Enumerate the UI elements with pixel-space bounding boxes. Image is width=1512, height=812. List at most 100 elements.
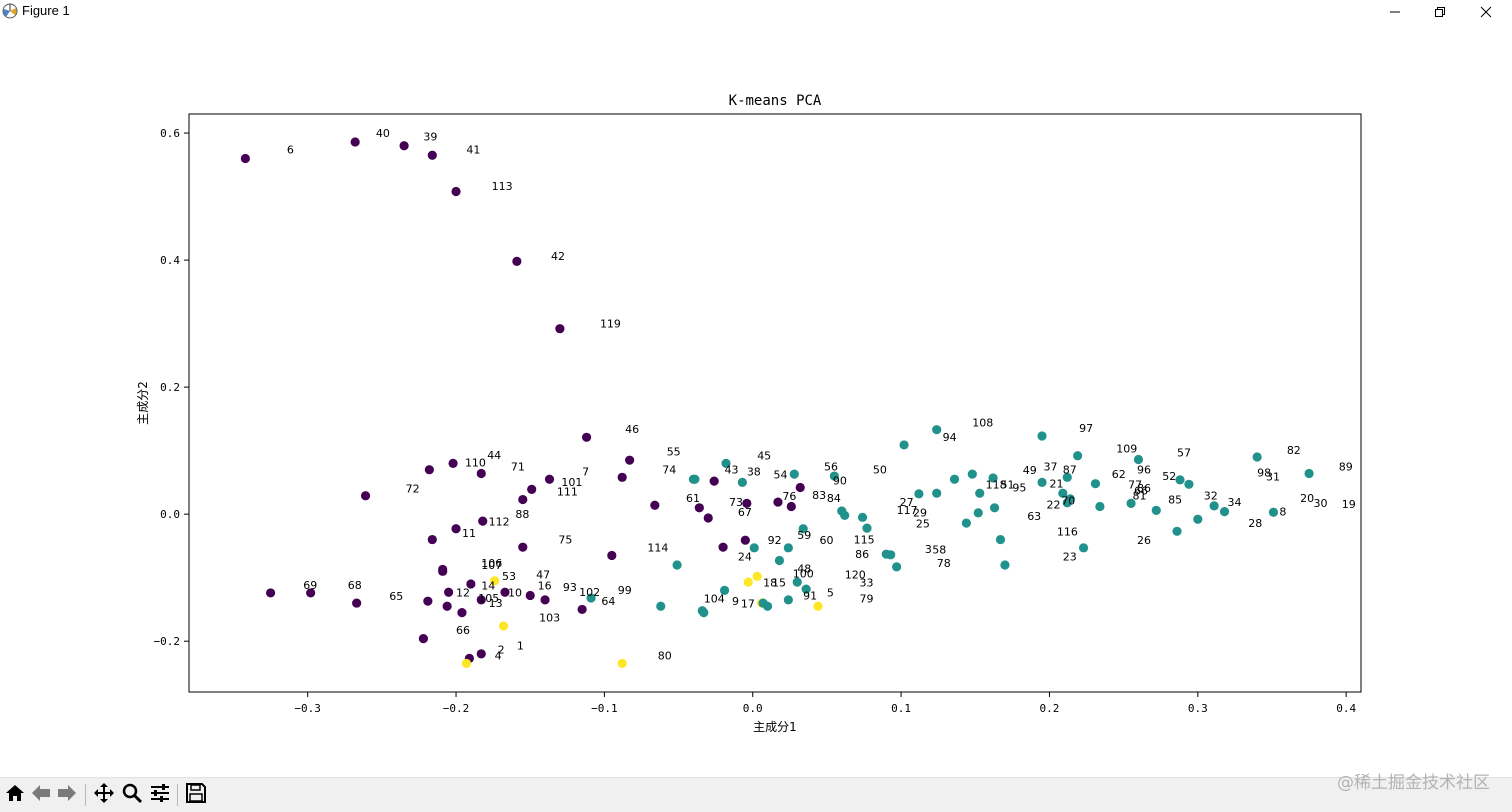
point-label: 27 [900,496,914,509]
data-point [1073,451,1083,461]
save-button[interactable] [184,783,208,807]
point-label: 53 [502,570,516,583]
point-label: 23 [1063,551,1077,564]
data-point [1058,488,1068,498]
maximize-button[interactable] [1418,0,1462,24]
data-point [438,564,448,575]
point-label: 21 [1049,477,1063,490]
data-point [1193,514,1203,524]
plot-area[interactable] [188,113,1362,693]
data-point [694,503,704,513]
point-label: 97 [1079,422,1093,435]
point-label: 40 [376,127,390,140]
data-point [829,471,839,481]
point-label: 49 [1023,464,1037,477]
point-label: 30 [1314,497,1328,510]
data-point [617,472,627,482]
forward-arrow-icon [56,782,78,808]
data-point [967,469,977,479]
data-point [306,588,316,598]
data-point [719,585,730,595]
y-tick-label: 0.6 [160,127,180,140]
data-point [813,601,823,611]
data-point [786,501,796,512]
data-point [490,576,500,586]
data-point [1172,526,1182,536]
point-label: 99 [618,584,632,597]
back-arrow-icon [30,782,52,808]
data-point [442,601,452,611]
point-label: 45 [757,450,771,463]
pan-button[interactable] [92,783,116,807]
data-point [886,550,896,560]
configure-button[interactable] [148,783,172,807]
data-point [789,469,799,479]
data-point [988,473,998,483]
window-titlebar: Figure 1 [0,0,1512,24]
data-point [586,593,596,603]
data-point [995,534,1006,545]
data-point [544,474,555,484]
data-point [718,542,728,552]
data-point [932,425,942,435]
point-label: 54 [774,469,788,482]
data-point [1219,507,1230,517]
data-point [461,658,472,669]
point-label: 104 [704,592,725,605]
point-label: 105 [478,592,499,605]
point-label: 64 [601,595,615,608]
point-label: 112 [489,516,510,529]
data-point [792,577,802,587]
minimize-button[interactable] [1373,0,1417,24]
point-label: 34 [1227,496,1241,509]
data-point [617,658,627,669]
data-point [752,571,762,582]
data-point [783,595,793,605]
data-point [525,590,535,601]
point-label: 5 [827,587,834,600]
data-point [1037,431,1047,441]
point-label: 31 [1266,470,1280,483]
point-label: 115 [854,533,875,546]
point-label: 95 [1012,481,1026,494]
data-point [1062,472,1072,482]
point-label: 56 [824,460,838,473]
point-label: 106 [481,557,502,570]
point-label: 66 [1134,484,1148,497]
point-label: 90 [833,474,847,487]
home-button[interactable] [3,783,27,807]
forward-button[interactable] [55,783,79,807]
point-label: 41 [466,143,480,156]
data-point [975,488,985,498]
point-label: 28 [1248,517,1262,530]
zoom-button[interactable] [120,783,144,807]
y-tick-label: −0.2 [154,635,181,648]
x-axis-label: 主成分1 [753,720,797,734]
point-label: 8 [1279,505,1286,518]
point-label: 107 [481,559,502,572]
data-point [749,543,759,553]
point-label: 26 [1137,534,1151,547]
data-point [476,468,486,479]
data-point [740,535,750,545]
point-label: 29 [913,507,927,520]
point-label: 33 [860,577,874,590]
x-tick-label: 0.0 [743,702,763,715]
point-label: 15 [772,577,786,590]
data-point [500,587,510,597]
point-label: 76 [782,490,796,503]
point-label: 1 [517,639,524,652]
close-icon [1480,6,1492,18]
toolbar-separator [177,784,178,806]
data-point [418,634,428,644]
back-button[interactable] [29,783,53,807]
y-tick-label: 0.0 [160,508,180,521]
data-point [1151,505,1161,515]
point-label: 79 [860,592,874,605]
point-label: 69 [303,579,317,592]
point-label: 55 [667,446,681,459]
close-button[interactable] [1464,0,1508,24]
data-point [914,489,924,499]
point-label: 80 [658,650,672,663]
home-icon [4,782,26,808]
